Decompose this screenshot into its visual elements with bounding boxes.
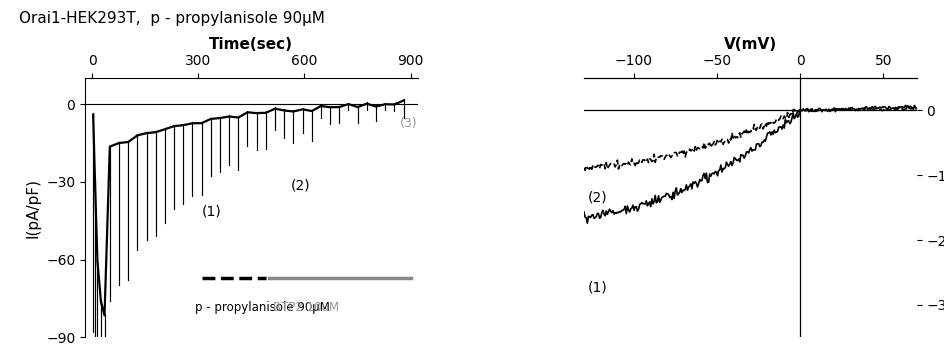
Text: (1): (1) bbox=[202, 204, 221, 218]
X-axis label: V(mV): V(mV) bbox=[723, 37, 776, 52]
Text: (1): (1) bbox=[587, 281, 606, 295]
Text: Orai1-HEK293T,  p - propylanisole 90μM: Orai1-HEK293T, p - propylanisole 90μM bbox=[19, 11, 325, 26]
X-axis label: Time(sec): Time(sec) bbox=[210, 37, 293, 52]
Text: (2): (2) bbox=[587, 190, 606, 204]
Y-axis label: I(pA/pF): I(pA/pF) bbox=[25, 178, 41, 238]
Text: (3): (3) bbox=[399, 118, 417, 130]
Text: p - propylanisole 90μM: p - propylanisole 90μM bbox=[194, 301, 329, 314]
Text: (2): (2) bbox=[290, 179, 310, 192]
Text: BTP2 10uM: BTP2 10uM bbox=[272, 301, 338, 314]
